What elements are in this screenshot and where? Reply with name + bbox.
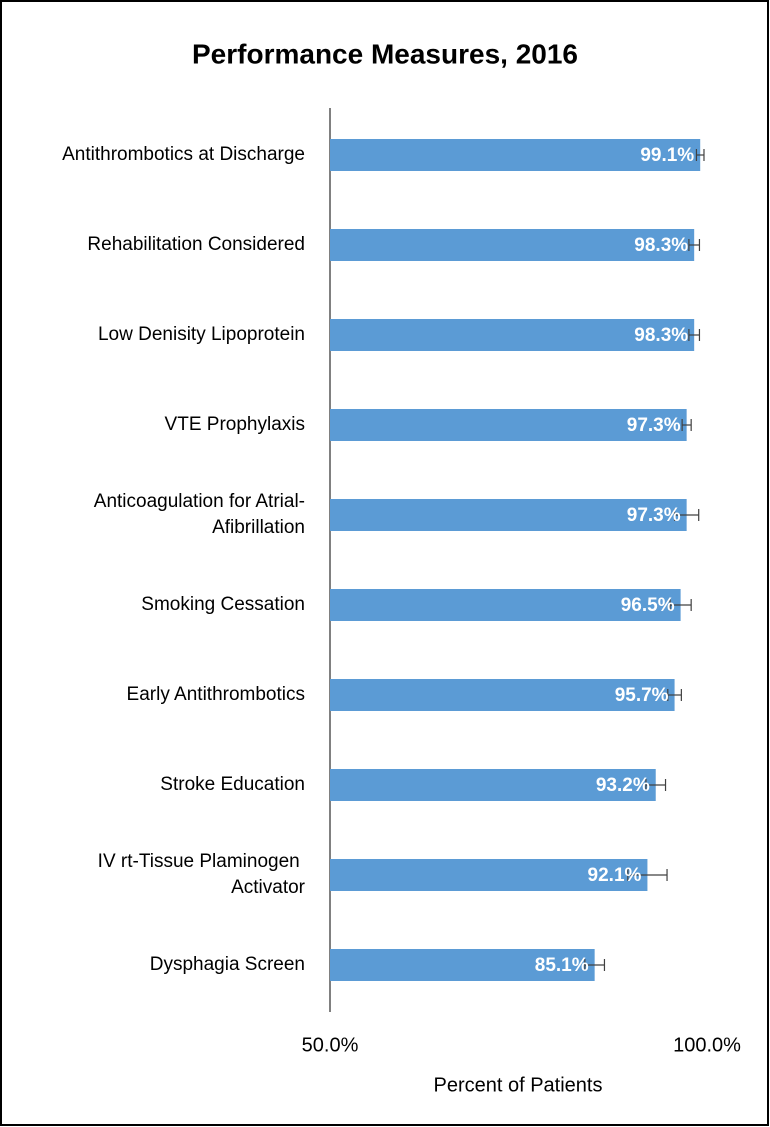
bar (330, 949, 595, 981)
y-tick-label: IV rt-Tissue Plaminogen Activator (98, 851, 306, 898)
y-tick-label: Smoking Cessation (141, 594, 305, 615)
y-tick-label: Anticoagulation for Atrial-Afibrillation (94, 491, 305, 538)
bar (330, 319, 695, 351)
value-label: 92.1% (588, 865, 642, 886)
bar (330, 589, 681, 621)
y-tick-label: Antithrombotics at Discharge (62, 144, 305, 165)
x-tick-label: 50.0% (302, 1034, 359, 1056)
bar (330, 229, 695, 261)
value-label: 97.3% (627, 505, 681, 526)
error-bar (667, 689, 682, 701)
value-label: 95.7% (615, 685, 669, 706)
bar (330, 679, 675, 711)
value-label: 93.2% (596, 775, 650, 796)
value-label: 96.5% (621, 595, 675, 616)
y-tick-label: Low Denisity Lipoprotein (98, 324, 305, 345)
bar (330, 859, 648, 891)
value-label: 98.3% (634, 235, 688, 256)
y-tick-label: Stroke Education (160, 774, 305, 795)
y-tick-label: Rehabilitation Considered (87, 234, 305, 255)
y-tick-label: Dysphagia Screen (150, 954, 305, 975)
error-bar (688, 329, 701, 341)
error-bar (688, 239, 701, 251)
bar (330, 409, 687, 441)
error-bar (627, 869, 668, 881)
error-bar (681, 419, 692, 431)
chart-title: Performance Measures, 2016 (192, 38, 578, 69)
value-label: 97.3% (627, 415, 681, 436)
error-bar (673, 509, 700, 521)
error-bar (645, 779, 667, 791)
x-tick-label: 100.0% (673, 1034, 741, 1056)
error-bar (584, 959, 606, 971)
error-bar (669, 599, 692, 611)
bar (330, 769, 656, 801)
y-tick-label: VTE Prophylaxis (165, 414, 305, 435)
value-label: 99.1% (640, 145, 694, 166)
bar (330, 499, 687, 531)
bar (330, 139, 701, 171)
y-tick-label: Early Antithrombotics (127, 684, 305, 705)
value-label: 98.3% (634, 325, 688, 346)
value-label: 85.1% (535, 955, 589, 976)
error-bar (695, 149, 705, 161)
x-axis-label: Percent of Patients (434, 1074, 603, 1096)
